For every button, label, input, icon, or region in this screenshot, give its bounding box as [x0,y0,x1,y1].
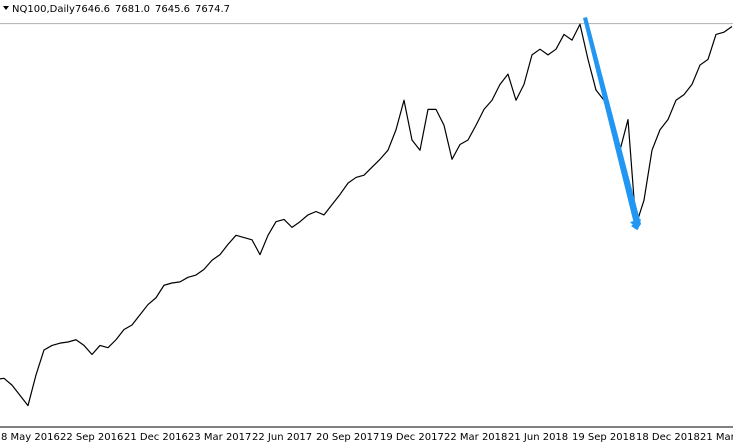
ohlc-value: 7674.7 [195,4,230,15]
x-axis: 8 May 2016 22 Sep 2016 21 Dec 2016 23 Mar 2… [1,432,733,443]
trend-arrow [583,17,641,230]
x-tick-label: 23 Mar 2017 [188,432,251,443]
x-tick-label: 8 May 2016 [1,432,60,443]
x-tick-label: 22 Mar 2018 [444,432,507,443]
x-tick-label: 22 Sep 2016 [60,432,123,443]
x-tick-label: 18 Dec 2018 [636,432,700,443]
ohlc-value: 7646.6 [75,4,110,15]
arrow-head [630,219,641,230]
x-tick-label: 19 Dec 2017 [380,432,444,443]
ohlc-values: 7646.6 7681.0 7645.6 7674.7 [75,4,230,15]
x-tick-label: 21 Dec 2016 [124,432,188,443]
chart-title: NQ100,Daily [12,4,75,15]
x-tick-label: 22 Jun 2017 [252,432,312,443]
collapse-icon[interactable] [3,6,9,10]
x-tick-label: 21 Mar [700,432,733,443]
x-tick-label: 20 Sep 2017 [316,432,379,443]
ohlc-value: 7645.6 [155,4,190,15]
x-tick-label: 19 Sep 2018 [572,432,635,443]
x-tick-label: 21 Jun 2018 [508,432,568,443]
ohlc-value: 7681.0 [115,4,150,15]
